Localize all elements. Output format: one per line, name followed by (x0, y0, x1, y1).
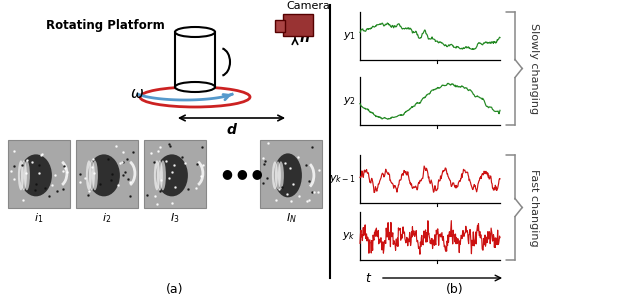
Text: ● ● ●: ● ● ● (222, 167, 262, 181)
Text: $y_k$: $y_k$ (342, 230, 356, 242)
Ellipse shape (175, 82, 215, 92)
Text: $y_2$: $y_2$ (343, 95, 356, 107)
Bar (76, 140, 138, 208)
Ellipse shape (21, 160, 27, 190)
Text: Rotating Platform: Rotating Platform (45, 19, 164, 31)
Ellipse shape (86, 160, 92, 190)
Text: t: t (365, 271, 371, 285)
Text: Camera: Camera (286, 1, 330, 11)
Text: d: d (227, 123, 236, 137)
Ellipse shape (89, 160, 95, 190)
Ellipse shape (274, 153, 302, 197)
Text: $I_N$: $I_N$ (285, 211, 296, 225)
Bar (8, 140, 70, 208)
Bar (175, 32, 215, 87)
Ellipse shape (160, 160, 166, 190)
Ellipse shape (154, 160, 160, 190)
Ellipse shape (88, 154, 120, 196)
Ellipse shape (92, 160, 98, 190)
Ellipse shape (20, 154, 52, 196)
Text: $i_1$: $i_1$ (35, 211, 44, 225)
Ellipse shape (156, 154, 188, 196)
Text: ω: ω (131, 86, 143, 101)
Text: $y_{k-1}$: $y_{k-1}$ (329, 173, 356, 185)
Text: Fast changing: Fast changing (529, 169, 539, 246)
FancyBboxPatch shape (275, 20, 285, 32)
Ellipse shape (157, 160, 163, 190)
Text: $I_3$: $I_3$ (170, 211, 180, 225)
Ellipse shape (175, 27, 215, 37)
Text: (b): (b) (446, 283, 464, 297)
Text: (a): (a) (166, 283, 184, 297)
Text: Slowly changing: Slowly changing (529, 23, 539, 114)
Ellipse shape (18, 160, 24, 190)
FancyBboxPatch shape (283, 14, 313, 36)
Ellipse shape (275, 161, 281, 189)
Text: $y_1$: $y_1$ (343, 30, 356, 42)
Ellipse shape (24, 160, 30, 190)
Ellipse shape (272, 161, 278, 189)
Bar (260, 140, 322, 208)
Text: $i_2$: $i_2$ (102, 211, 111, 225)
Text: h: h (300, 30, 310, 45)
Ellipse shape (278, 161, 284, 189)
Bar (144, 140, 206, 208)
